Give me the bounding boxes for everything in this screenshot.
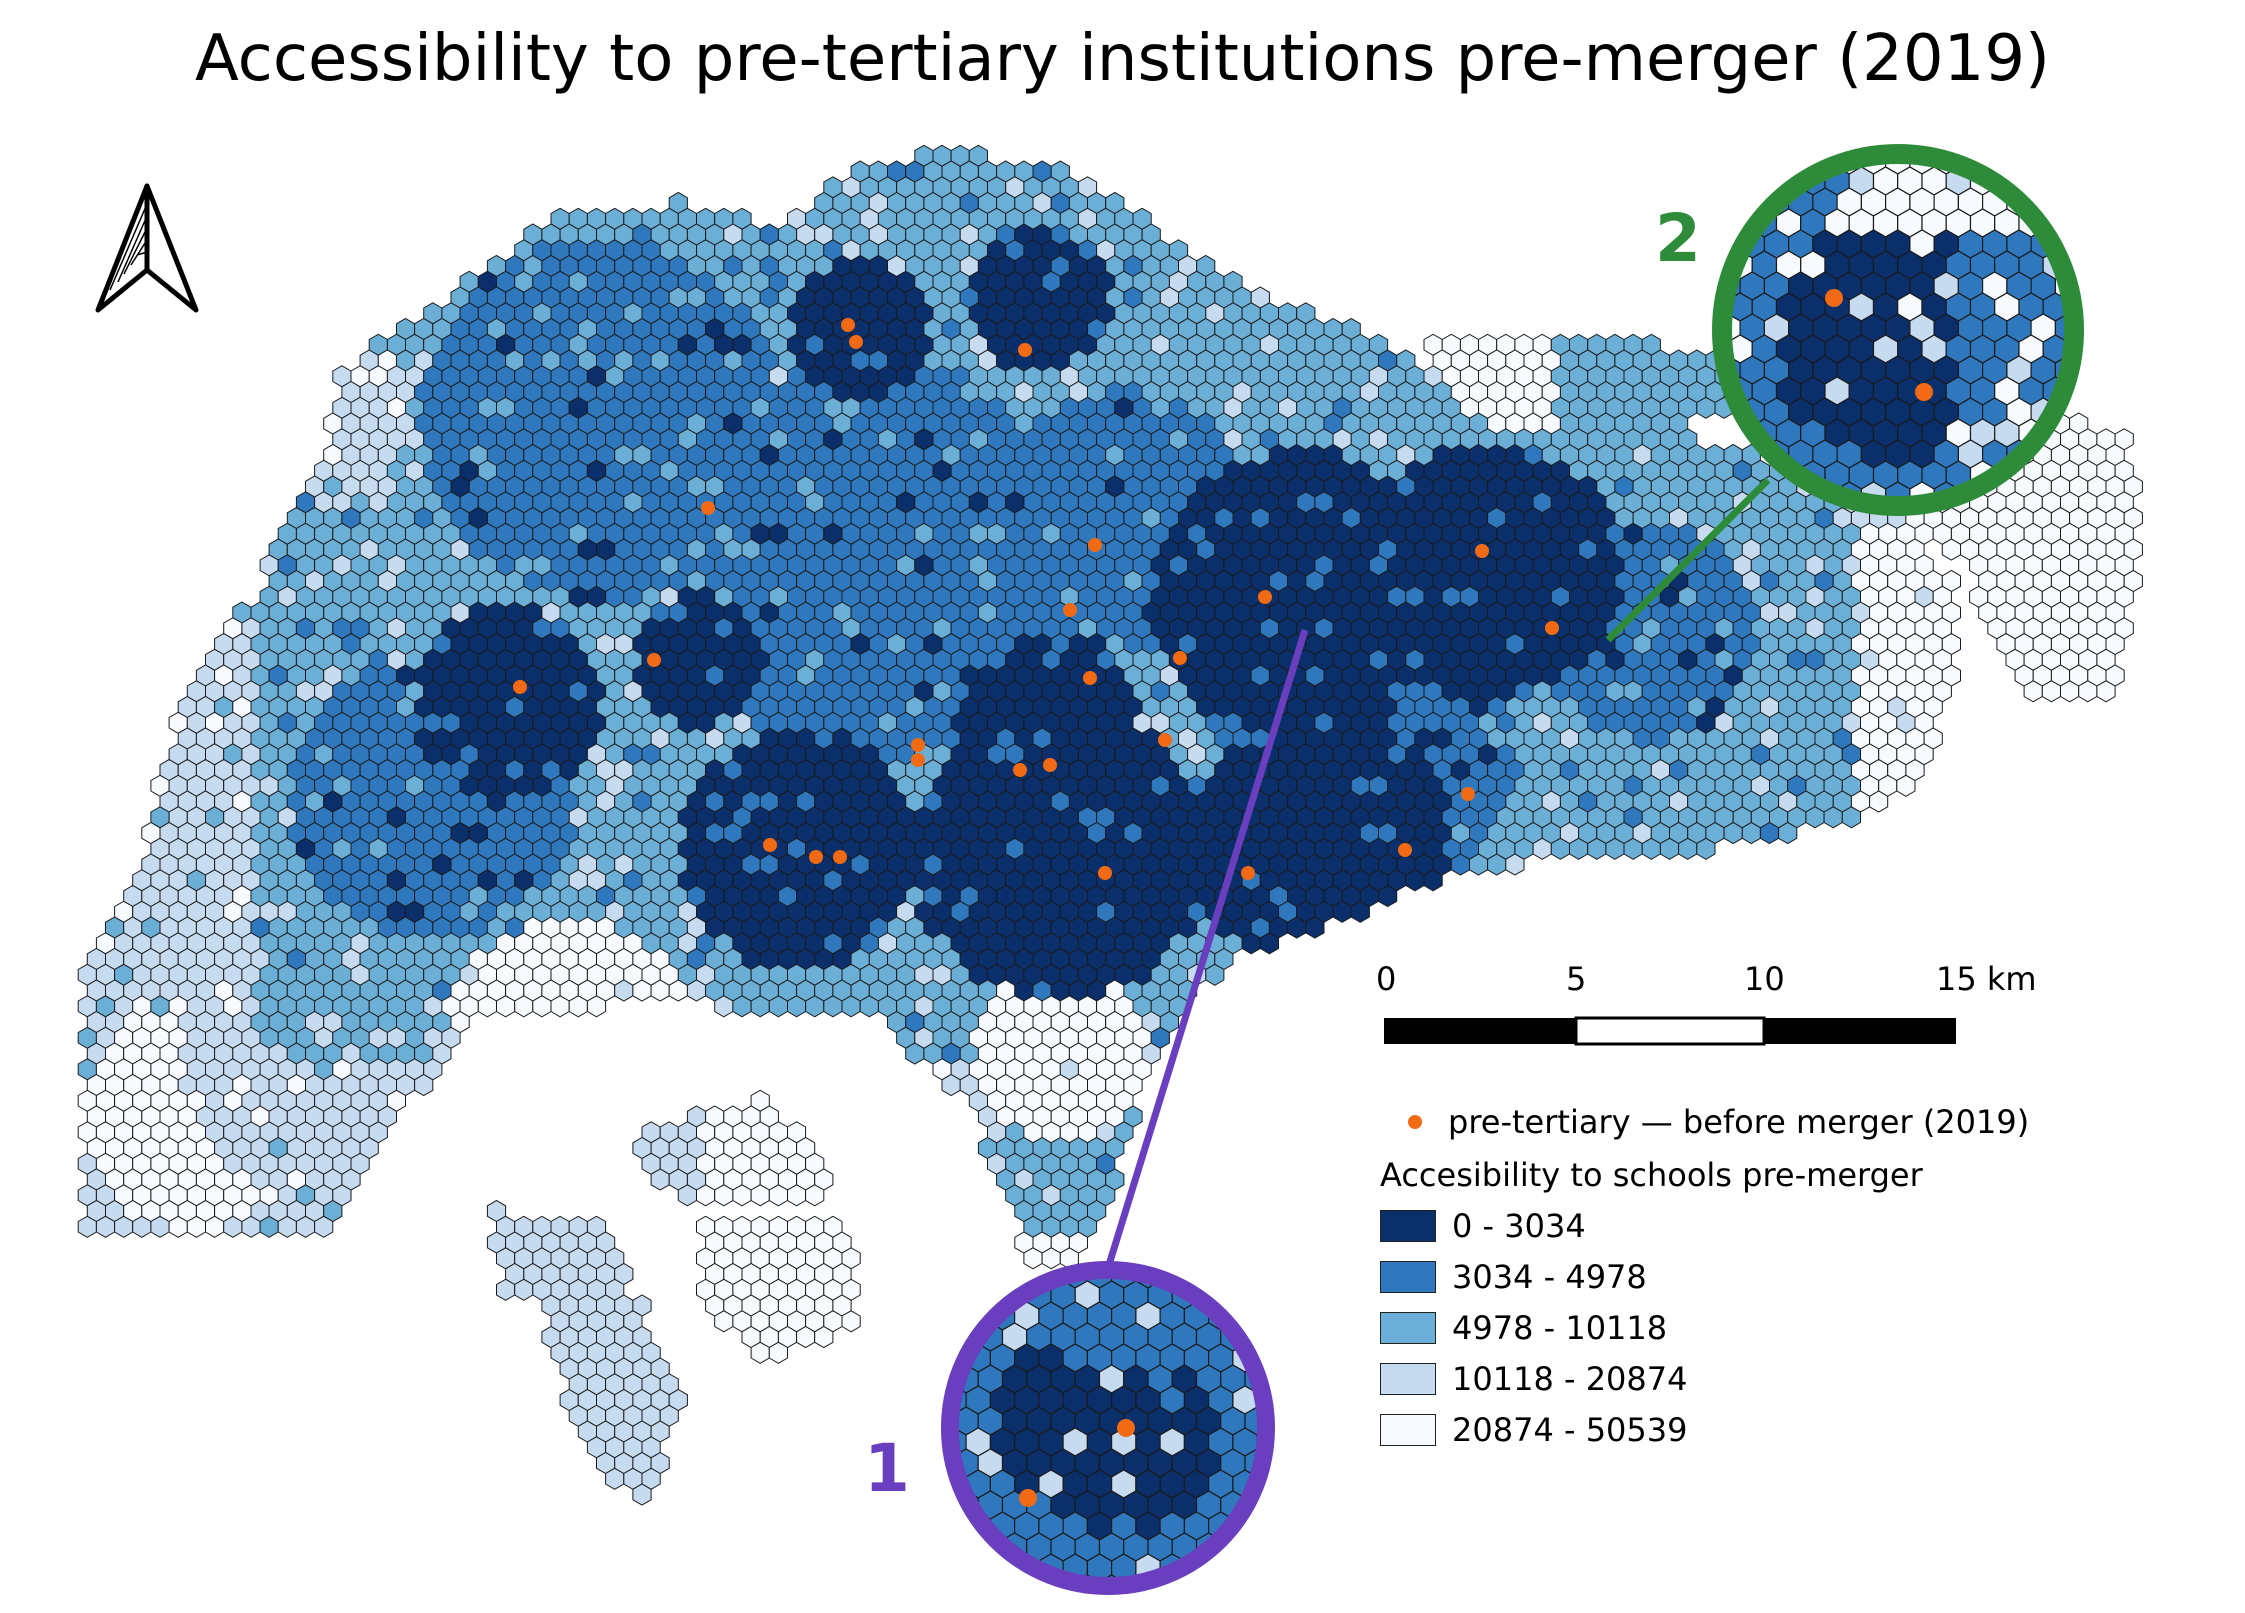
scale-bar: [1384, 1016, 1956, 1046]
legend-class-3: 4978 - 10118: [1380, 1302, 2029, 1353]
scale-label-0: 0: [1376, 960, 1397, 998]
legend-swatch-4: [1380, 1362, 1436, 1395]
legend-class-5: 20874 - 50539: [1380, 1404, 2029, 1455]
inset-2-number: 2: [1655, 200, 1701, 277]
legend-class-label: 0 - 3034: [1452, 1206, 1586, 1245]
legend-class-4: 10118 - 20874: [1380, 1353, 2029, 1404]
legend-point-entry: pre-tertiary — before merger (2019): [1380, 1098, 2029, 1146]
legend-class-label: 4978 - 10118: [1452, 1308, 1668, 1347]
scale-label-15km: 15 km: [1936, 960, 2037, 998]
legend-swatch-1: [1380, 1209, 1436, 1242]
school-point-icon: [1408, 1115, 1422, 1129]
inset-1-leader-line: [1104, 628, 1309, 1270]
legend-title: Accesibility to schools pre-merger: [1380, 1156, 1923, 1194]
inset-1-magnifier[interactable]: [941, 1260, 1282, 1603]
scale-label-10: 10: [1744, 960, 1785, 998]
map-title: Accessibility to pre-tertiary institutio…: [194, 22, 2051, 96]
legend-class-2: 3034 - 4978: [1380, 1251, 2029, 1302]
legend-swatch-3: [1380, 1311, 1436, 1344]
legend-class-label: 20874 - 50539: [1452, 1410, 1688, 1449]
map-legend: pre-tertiary — before merger (2019) Acce…: [1380, 1098, 2029, 1455]
school-points-layer: [513, 318, 1559, 880]
legend-swatch-2: [1380, 1260, 1436, 1293]
inset-2-leader-line: [1605, 477, 1771, 643]
north-arrow-icon: [95, 183, 199, 313]
legend-class-label: 10118 - 20874: [1452, 1359, 1688, 1398]
legend-swatch-5: [1380, 1413, 1436, 1446]
scale-label-5: 5: [1566, 960, 1587, 998]
inset-1-number: 1: [864, 1430, 910, 1507]
legend-class-label: 3034 - 4978: [1452, 1257, 1647, 1296]
legend-point-label: pre-tertiary — before merger (2019): [1448, 1103, 2030, 1141]
inset-2-magnifier[interactable]: [1712, 144, 2092, 516]
legend-class-1: 0 - 3034: [1380, 1200, 2029, 1251]
